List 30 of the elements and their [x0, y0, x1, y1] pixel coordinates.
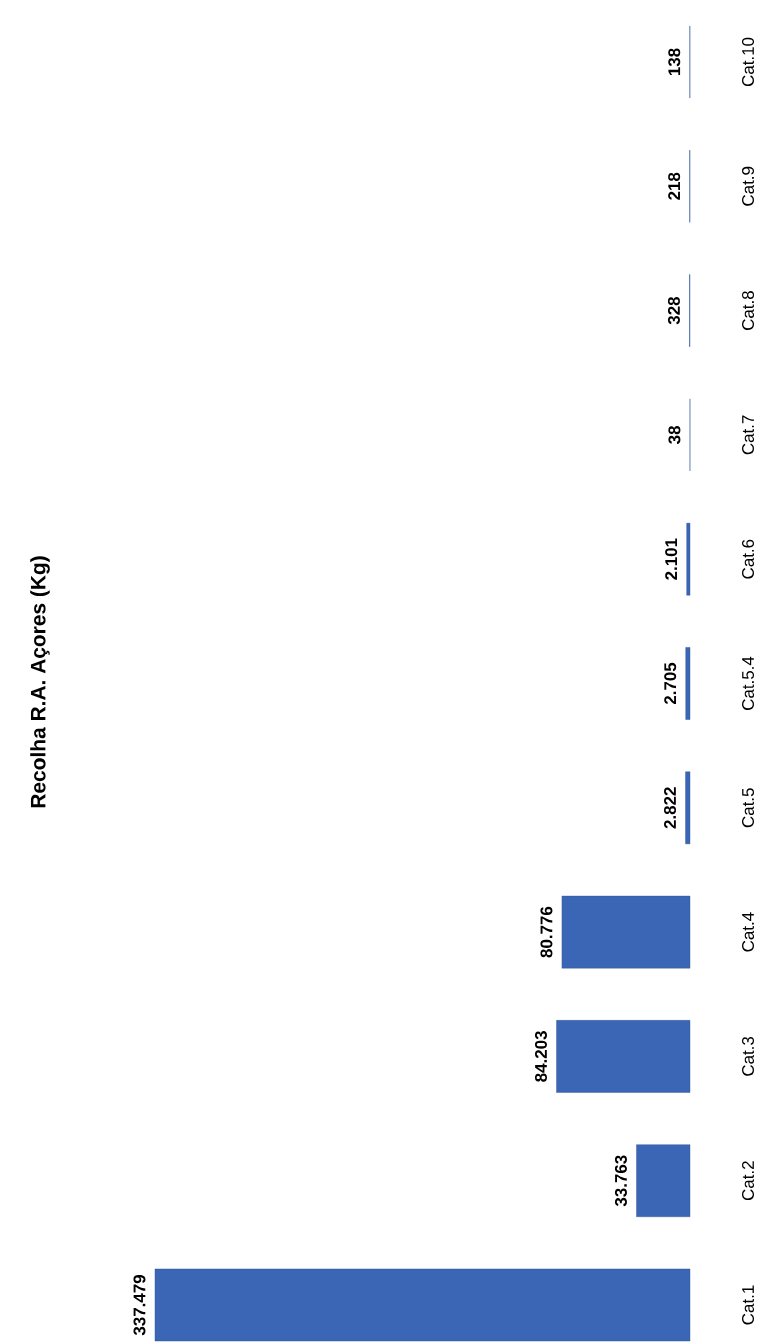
data-label: 80.776 — [540, 906, 553, 958]
y-tick-label: Cat.10 — [742, 37, 754, 87]
bar — [556, 1020, 691, 1093]
data-label: 218 — [668, 172, 681, 200]
y-tick-label: Cat.9 — [742, 166, 754, 206]
data-label: 337.479 — [133, 1275, 146, 1336]
data-label: 2.101 — [665, 538, 678, 580]
data-label: 328 — [667, 296, 680, 325]
bar — [154, 1268, 691, 1342]
bar — [685, 771, 691, 845]
y-tick-label: Cat.5.4 — [742, 656, 754, 710]
bar — [636, 1144, 691, 1217]
y-tick-label: Cat.3 — [742, 1036, 754, 1076]
data-label: 2.822 — [664, 787, 677, 829]
y-tick-label: Cat.8 — [742, 291, 754, 330]
bar — [685, 647, 691, 720]
data-label: 2.705 — [664, 662, 677, 705]
y-tick-label: Cat.6 — [742, 539, 754, 579]
y-tick-label: Cat.1 — [742, 1285, 754, 1325]
data-label: 38 — [668, 425, 681, 444]
y-tick-label: Cat.7 — [742, 415, 754, 455]
text: Recolha R.A. Açores (Kg) — [30, 556, 50, 808]
bar — [561, 895, 691, 969]
data-label: 33.763 — [614, 1155, 627, 1207]
data-label: 138 — [668, 48, 681, 76]
bar — [686, 522, 691, 596]
y-tick-label: Cat.5 — [742, 788, 754, 828]
y-tick-label: Cat.4 — [742, 912, 754, 952]
y-tick-label: Cat.2 — [742, 1161, 754, 1201]
data-label: 84.203 — [534, 1031, 547, 1082]
